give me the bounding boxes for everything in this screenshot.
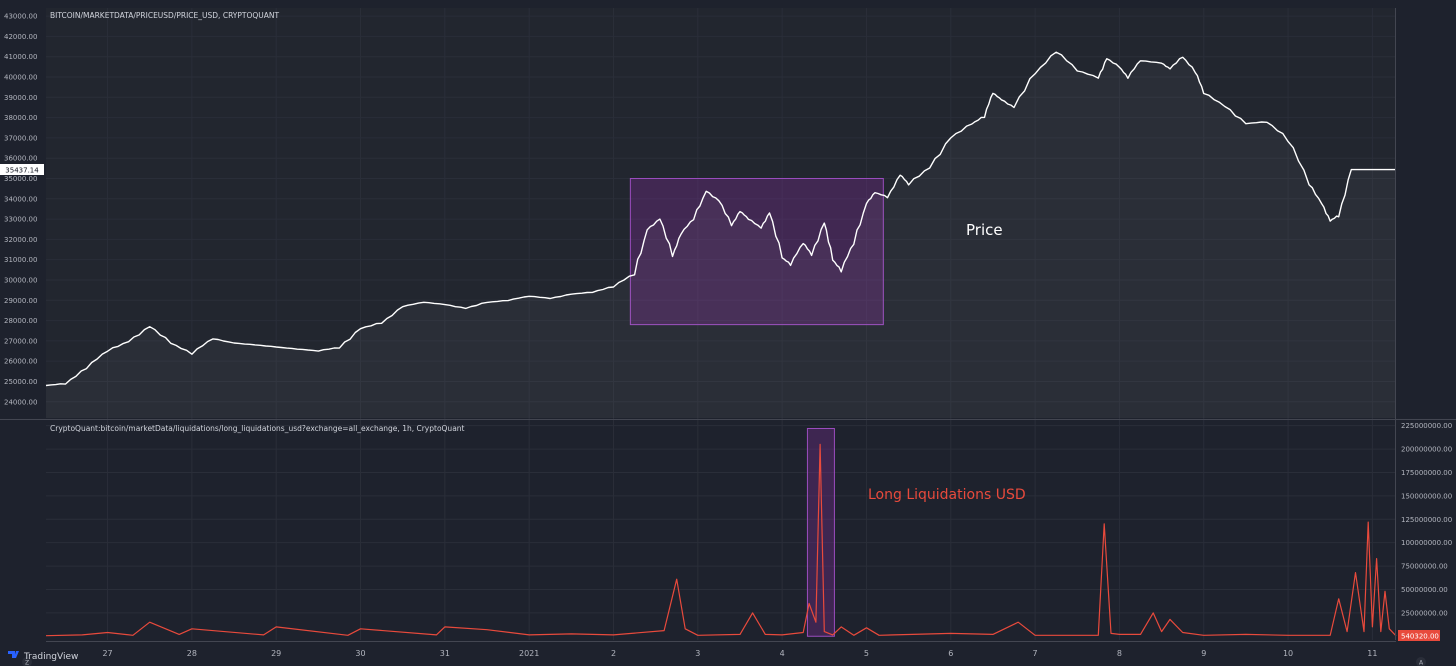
x-tick-label: 5: [864, 649, 869, 658]
right-axis-glyph: A: [1419, 660, 1424, 666]
brand-label[interactable]: TradingView: [23, 652, 78, 662]
tradingview-mark-icon: [8, 651, 19, 658]
liq-y-tick-label: 175000000.00: [1401, 469, 1452, 477]
grid-layer: [46, 8, 1396, 640]
x-tick-label: 9: [1201, 649, 1206, 658]
liq-y-tick-label: 150000000.00: [1401, 492, 1452, 500]
x-tick-label: 6: [948, 649, 953, 658]
price-y-tick-label: 37000.00: [4, 134, 37, 142]
x-tick-label: 29: [271, 649, 281, 658]
price-y-tick-label: 26000.00: [4, 358, 37, 366]
price-y-tick-label: 31000.00: [4, 256, 37, 264]
price-last-value-badge: 35437.14: [0, 164, 44, 175]
x-tick-label: 4: [780, 649, 785, 658]
x-tick-label: 3: [695, 649, 700, 658]
price-annotation: Price: [966, 221, 1003, 239]
price-y-tick-label: 29000.00: [4, 297, 37, 305]
axis-layer: 27 28 29 30 31 2021 2 3 4 5 6 7 8 9 10 11 24000.00 25000.…: [4, 13, 1452, 658]
liq-last-value-label: 540320.00: [1401, 633, 1439, 641]
price-y-tick-label: 43000.00: [4, 13, 37, 21]
liq-series-line[interactable]: [45, 443, 1397, 637]
liq-last-value-box: [1398, 630, 1440, 641]
price-y-tick-label: 32000.00: [4, 236, 37, 244]
price-y-tick-label: 30000.00: [4, 276, 37, 284]
price-y-tick-label: 36000.00: [4, 155, 37, 163]
x-tick-label: 31: [440, 649, 450, 658]
price-y-tick-label: 35000.00: [4, 175, 37, 183]
price-highlight-box: [629, 177, 884, 326]
series-layer: [45, 50, 1397, 637]
x-tick-label: 28: [187, 649, 197, 658]
x-tick-label: 27: [102, 649, 112, 658]
x-tick-label: 7: [1033, 649, 1038, 658]
x-tick-label: 8: [1117, 649, 1122, 658]
x-tick-label: 10: [1283, 649, 1293, 658]
x-tick-label: 30: [355, 649, 365, 658]
price-y-tick-label: 38000.00: [4, 114, 37, 122]
x-tick-label: 11: [1367, 649, 1377, 658]
price-y-tick-label: 41000.00: [4, 53, 37, 61]
liq-pane-title: CryptoQuant:bitcoin/marketData/liquidati…: [50, 424, 465, 433]
price-y-tick-label: 42000.00: [4, 33, 37, 41]
highlight-layer: [629, 177, 884, 637]
price-pane-title: BITCOIN/MARKETDATA/PRICEUSD/PRICE_USD, C…: [50, 11, 280, 20]
liq-last-value-badge: 540320.00: [1398, 630, 1440, 641]
left-axis-glyph: Z: [25, 660, 29, 666]
tradingview-logo-icon[interactable]: [8, 651, 19, 658]
price-series-line[interactable]: [45, 51, 1396, 387]
price-y-tick-label: 25000.00: [4, 378, 37, 386]
price-y-tick-label: 24000.00: [4, 398, 37, 406]
price-y-tick-label: 27000.00: [4, 337, 37, 345]
price-y-tick-label: 34000.00: [4, 195, 37, 203]
x-tick-label: 2021: [519, 649, 539, 658]
price-y-tick-label: 33000.00: [4, 216, 37, 224]
price-pane-background: [46, 8, 1396, 418]
liq-y-tick-label: 225000000.00: [1401, 422, 1452, 430]
right-axis-toggle-circle: [1416, 657, 1426, 666]
liq-annotation: Long Liquidations USD: [868, 487, 1026, 503]
price-y-tick-label: 28000.00: [4, 317, 37, 325]
right-axis-toggle[interactable]: A: [1416, 657, 1426, 666]
price-last-value-label: 35437.14: [5, 167, 39, 175]
liq-y-tick-label: 50000000.00: [1401, 586, 1448, 594]
x-tick-label: 2: [611, 649, 616, 658]
price-y-tick-label: 39000.00: [4, 94, 37, 102]
liq-y-tick-label: 25000000.00: [1401, 609, 1448, 617]
left-axis-toggle[interactable]: Z: [22, 657, 32, 666]
liq-y-tick-label: 125000000.00: [1401, 516, 1452, 524]
liq-y-tick-label: 75000000.00: [1401, 563, 1448, 571]
price-y-tick-label: 40000.00: [4, 74, 37, 82]
liq-y-tick-label: 200000000.00: [1401, 446, 1452, 454]
liq-y-tick-label: 100000000.00: [1401, 539, 1452, 547]
price-area-fill: [46, 52, 1396, 418]
price-last-value-box: [0, 164, 44, 175]
left-axis-toggle-circle: [22, 657, 32, 666]
